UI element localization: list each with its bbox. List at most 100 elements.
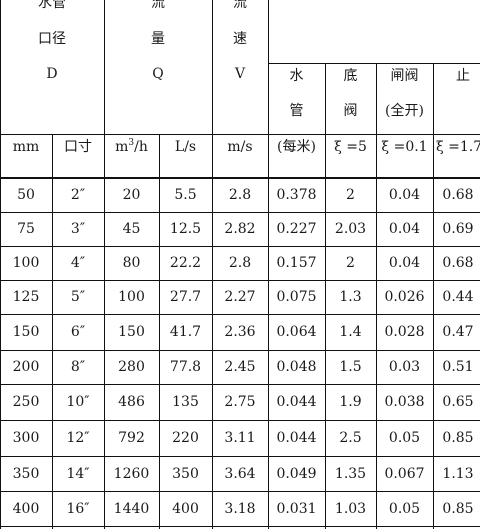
unit-ls: L/s — [174, 139, 197, 155]
cell-mm: 100 — [12, 255, 40, 271]
cell-ms: 2.82 — [224, 221, 256, 237]
cell-mm: 150 — [12, 324, 40, 340]
cell-ms: 3.64 — [224, 466, 256, 482]
col-divider — [52, 134, 53, 529]
cell-inch: 5″ — [70, 289, 86, 305]
header-water-pipe-line1: 水 — [289, 68, 304, 84]
cell-ls: 5.5 — [174, 187, 197, 203]
cell-mm: 400 — [12, 501, 40, 517]
cell-ls: 22.2 — [169, 255, 202, 271]
header-water-pipe-line2: 管 — [289, 103, 304, 119]
cell-gate-valve: 0.038 — [384, 394, 425, 410]
unit-m3h: m3/h — [115, 138, 148, 156]
cell-m3h: 20 — [122, 187, 141, 203]
cell-inch: 3″ — [70, 221, 86, 237]
cell-ls: 77.8 — [169, 359, 202, 375]
header-gate-valve-line2: (全开) — [385, 103, 424, 119]
cell-gate-valve: 0.04 — [388, 255, 421, 271]
cell-m3h: 1260 — [113, 466, 150, 482]
cell-m3h: 150 — [118, 324, 145, 340]
cell-check-valve: 0.47 — [442, 324, 474, 340]
row-divider — [0, 456, 480, 457]
cell-inch: 16″ — [66, 501, 90, 517]
cell-mm: 200 — [12, 359, 40, 375]
cell-water-pipe: 0.049 — [276, 466, 317, 482]
row-divider — [0, 350, 480, 351]
col-divider — [104, 0, 105, 529]
cell-bottom-valve: 1.4 — [339, 324, 362, 340]
cell-bottom-valve: 1.35 — [334, 466, 367, 482]
cell-ls: 41.7 — [169, 324, 202, 340]
cell-mm: 300 — [12, 430, 40, 446]
cell-water-pipe: 0.064 — [276, 324, 317, 340]
cell-inch: 4″ — [70, 255, 86, 271]
cell-ls: 12.5 — [169, 221, 202, 237]
cell-inch: 12″ — [66, 430, 90, 446]
cell-gate-valve: 0.028 — [384, 324, 425, 340]
cell-mm: 350 — [12, 466, 40, 482]
cell-inch: 2″ — [70, 187, 86, 203]
header-flow-symbol: Q — [152, 66, 164, 82]
cell-check-valve: 0.68 — [442, 255, 474, 271]
header-pipe-diameter-line1: 水管 — [38, 0, 66, 11]
cell-gate-valve: 0.04 — [388, 187, 421, 203]
cell-check-valve: 0.85 — [442, 501, 474, 517]
cell-water-pipe: 0.044 — [276, 394, 317, 410]
cell-gate-valve: 0.05 — [388, 430, 421, 446]
row-divider — [0, 134, 480, 135]
cell-ms: 2.8 — [228, 187, 252, 203]
header-water-pipe-line3: (每米) — [277, 139, 316, 155]
header-pipe-diameter-symbol: D — [46, 66, 58, 82]
cell-ls: 27.7 — [169, 289, 202, 305]
cell-gate-valve: 0.04 — [388, 221, 421, 237]
cell-mm: 125 — [12, 289, 40, 305]
cell-gate-valve: 0.026 — [384, 289, 425, 305]
row-divider — [0, 420, 480, 421]
cell-inch: 6″ — [70, 324, 86, 340]
cell-water-pipe: 0.157 — [276, 255, 317, 271]
cell-bottom-valve: 2 — [346, 255, 355, 271]
cell-m3h: 280 — [118, 359, 145, 375]
cell-water-pipe: 0.048 — [276, 359, 317, 375]
row-divider — [0, 177, 480, 179]
cell-bottom-valve: 2.03 — [334, 221, 367, 237]
header-bottom-valve-line1: 底 — [343, 68, 358, 84]
cell-water-pipe: 0.044 — [276, 430, 317, 446]
cell-bottom-valve: 1.5 — [339, 359, 362, 375]
cell-m3h: 100 — [118, 289, 145, 305]
cell-check-valve: 0.69 — [442, 221, 474, 237]
cell-ms: 2.36 — [224, 324, 256, 340]
cell-bottom-valve: 2.5 — [339, 430, 362, 446]
row-divider — [0, 314, 480, 315]
cell-water-pipe: 0.227 — [276, 221, 317, 237]
row-divider — [0, 491, 480, 492]
cell-inch: 14″ — [66, 466, 90, 482]
header-flow-line1: 流 — [151, 0, 165, 11]
cell-m3h: 1440 — [113, 501, 150, 517]
cell-check-valve: 0.68 — [442, 187, 474, 203]
cell-check-valve: 1.13 — [442, 466, 474, 482]
cell-m3h: 486 — [118, 394, 145, 410]
cell-gate-valve: 0.05 — [388, 501, 421, 517]
cell-bottom-valve: 2 — [346, 187, 355, 203]
header-velocity-line1: 流 — [233, 0, 247, 11]
cell-mm: 75 — [17, 221, 35, 237]
col-divider — [0, 0, 1, 529]
header-velocity-line2: 速 — [233, 31, 247, 47]
cell-gate-valve: 0.067 — [384, 466, 425, 482]
cell-ls: 400 — [172, 501, 199, 517]
header-velocity-symbol: V — [234, 66, 246, 82]
cell-check-valve: 0.65 — [442, 394, 474, 410]
cell-m3h: 792 — [118, 430, 145, 446]
cell-bottom-valve: 1.03 — [334, 501, 367, 517]
cell-ms: 2.27 — [224, 289, 256, 305]
col-divider — [376, 63, 377, 529]
unit-inch: 口寸 — [64, 139, 92, 155]
cell-ls: 220 — [172, 430, 199, 446]
header-check-valve-line1: 止 — [456, 68, 470, 84]
cell-ms: 2.75 — [224, 394, 256, 410]
cell-ms: 2.45 — [224, 359, 256, 375]
row-divider — [0, 526, 480, 527]
row-divider — [0, 384, 480, 385]
